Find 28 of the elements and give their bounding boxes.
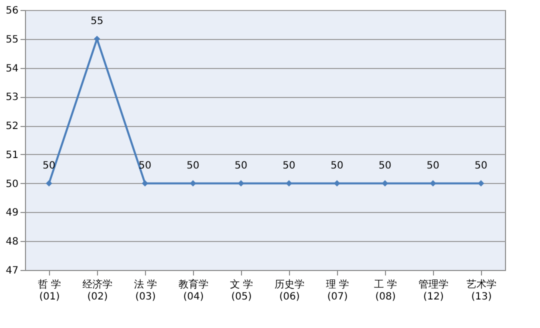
x-tick-label: 理 学(07) — [326, 278, 350, 302]
y-tick-label: 49 — [6, 208, 18, 219]
y-tick-label: 50 — [6, 178, 18, 190]
x-tick-label: 历史学(06) — [274, 278, 304, 302]
y-tick-label: 54 — [6, 63, 18, 74]
x-tick-label: 文 学(05) — [230, 278, 254, 302]
x-tick-label: 哲 学(01) — [38, 278, 62, 302]
y-tick-label: 51 — [6, 150, 18, 161]
data-label: 50 — [186, 160, 200, 172]
y-tick-label: 48 — [6, 236, 18, 248]
x-tick-label: 工 学(08) — [374, 278, 398, 302]
y-tick-label: 56 — [6, 6, 18, 16]
data-label: 50 — [378, 160, 392, 172]
y-tick-label: 52 — [6, 121, 18, 132]
data-label: 55 — [90, 16, 104, 27]
x-tick-label: 教育学(04) — [178, 278, 208, 302]
x-tick-label: 管理学(12) — [418, 278, 448, 302]
x-tick-label: 经济学(02) — [82, 278, 112, 302]
y-tick-label: 53 — [6, 92, 18, 104]
y-tick-label: 55 — [6, 34, 18, 46]
data-label: 50 — [330, 160, 344, 172]
x-tick-label: 艺术学(13) — [466, 278, 496, 302]
data-label: 50 — [282, 160, 296, 172]
data-label: 50 — [234, 160, 248, 172]
y-tick-label: 47 — [6, 266, 18, 276]
data-label: 50 — [474, 160, 488, 172]
x-tick-label: 法 学(03) — [134, 278, 158, 302]
data-label: 50 — [426, 160, 440, 172]
